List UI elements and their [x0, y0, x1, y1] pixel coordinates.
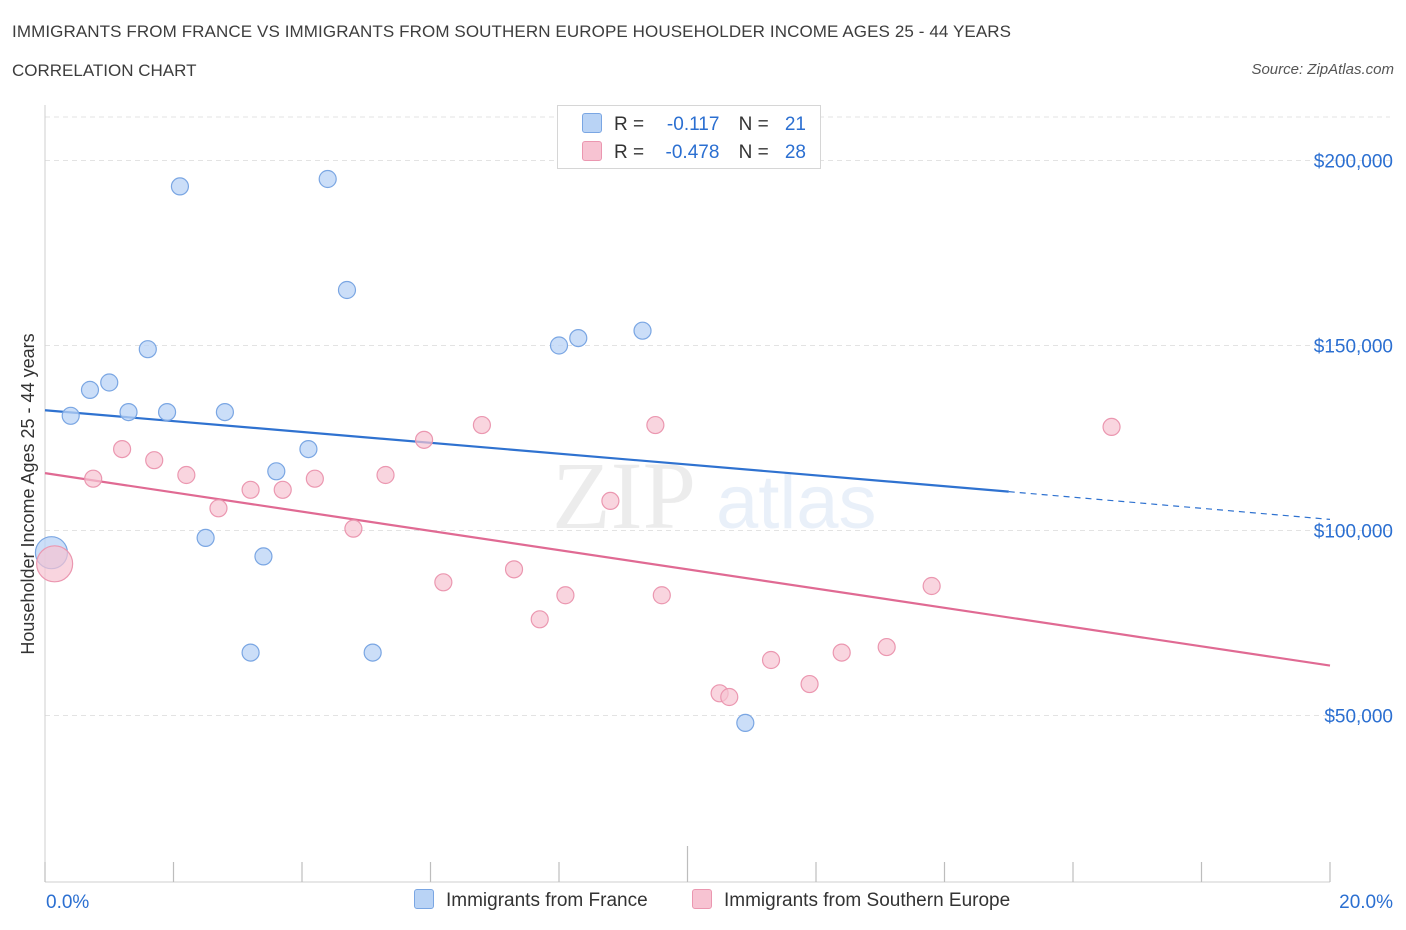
- n-label: N =: [738, 114, 769, 135]
- point-france: [170, 177, 190, 196]
- stats-row-southern: R = -0.478 N = 28: [582, 141, 806, 165]
- point-southern: [601, 491, 620, 510]
- france-swatch: [582, 113, 602, 133]
- point-france: [633, 321, 652, 340]
- point-southern: [112, 440, 132, 459]
- n-value: 28: [784, 142, 806, 163]
- point-southern: [472, 415, 491, 435]
- trend-line-france-extension: [1008, 491, 1331, 520]
- point-france: [549, 336, 569, 355]
- legend-label-france: Immigrants from France: [446, 890, 648, 911]
- r-label: R =: [614, 142, 645, 163]
- point-france: [267, 462, 286, 481]
- axes: [44, 105, 1331, 883]
- point-southern: [414, 430, 434, 449]
- point-southern: [145, 451, 164, 470]
- y-tick-label: $200,000: [1314, 152, 1393, 173]
- trend-line-southern: [44, 472, 1331, 667]
- point-france: [318, 169, 337, 189]
- point-france: [736, 713, 755, 733]
- n-value: 21: [784, 114, 806, 135]
- point-southern: [530, 610, 549, 629]
- stats-legend: R = -0.117 N = 21 R = -0.478 N = 28: [557, 105, 821, 169]
- point-southern: [504, 560, 524, 579]
- point-southern: [209, 499, 228, 518]
- point-southern: [376, 465, 395, 485]
- y-tick-label: $150,000: [1314, 337, 1393, 358]
- southern-swatch: [582, 141, 602, 161]
- r-value: -0.117: [666, 114, 720, 135]
- x-tick-label-max: 20.0%: [1339, 892, 1393, 913]
- series-legend: Immigrants from France Immigrants from S…: [0, 889, 1406, 915]
- point-southern: [434, 573, 453, 592]
- point-southern: [832, 643, 851, 662]
- r-label: R =: [614, 114, 645, 135]
- point-southern: [273, 480, 292, 499]
- point-southern: [800, 674, 819, 694]
- point-france: [363, 643, 382, 662]
- point-southern: [36, 545, 74, 583]
- source-label: Source: ZipAtlas.com: [1251, 61, 1394, 78]
- y-tick-labels: $50,000 $100,000 $150,000 $200,000: [1314, 152, 1393, 728]
- x-tick-labels: 0.0% 20.0%: [46, 892, 1393, 913]
- grid-lines: [45, 116, 1390, 716]
- point-southern: [305, 469, 324, 488]
- point-france: [80, 380, 100, 399]
- y-axis-label: Householder Income Ages 25 - 44 years: [18, 333, 38, 654]
- point-france: [61, 406, 80, 425]
- stats-row-france: R = -0.117 N = 21: [582, 113, 806, 137]
- point-southern: [84, 469, 103, 488]
- point-france: [119, 403, 138, 422]
- watermark: ZIP atlas: [552, 442, 877, 549]
- n-label: N =: [738, 142, 769, 163]
- point-southern: [177, 465, 196, 485]
- southern-legend-swatch: [692, 889, 712, 909]
- point-france: [196, 528, 215, 548]
- point-france: [138, 340, 157, 359]
- point-southern: [720, 687, 739, 707]
- point-france: [254, 547, 273, 566]
- trend-lines: [44, 409, 1331, 667]
- point-southern: [646, 415, 665, 435]
- data-points: [34, 169, 1121, 733]
- point-france: [100, 373, 119, 392]
- point-france: [157, 403, 177, 422]
- point-france: [241, 643, 260, 662]
- y-tick-label: $100,000: [1314, 522, 1393, 543]
- legend-label-southern: Immigrants from Southern Europe: [724, 890, 1011, 911]
- point-southern: [241, 480, 260, 499]
- y-tick-label: $50,000: [1324, 707, 1393, 728]
- point-southern: [922, 576, 941, 596]
- point-france: [299, 440, 318, 459]
- x-tick-label-min: 0.0%: [46, 892, 89, 913]
- trend-line-france: [44, 409, 1009, 493]
- point-france: [569, 329, 588, 348]
- chart-title: IMMIGRANTS FROM FRANCE VS IMMIGRANTS FRO…: [12, 22, 1012, 41]
- point-southern: [1102, 417, 1121, 436]
- chart-subtitle: CORRELATION CHART: [12, 61, 197, 80]
- france-legend-swatch: [414, 889, 434, 909]
- legend-item-france[interactable]: Immigrants from France: [414, 889, 648, 912]
- point-southern: [761, 650, 781, 670]
- point-france: [337, 280, 357, 300]
- r-value: -0.478: [665, 142, 720, 163]
- point-southern: [877, 637, 896, 657]
- point-france: [215, 403, 234, 422]
- point-southern: [652, 586, 671, 605]
- point-southern: [344, 519, 363, 538]
- point-southern: [556, 586, 575, 605]
- legend-item-southern[interactable]: Immigrants from Southern Europe: [692, 889, 1010, 912]
